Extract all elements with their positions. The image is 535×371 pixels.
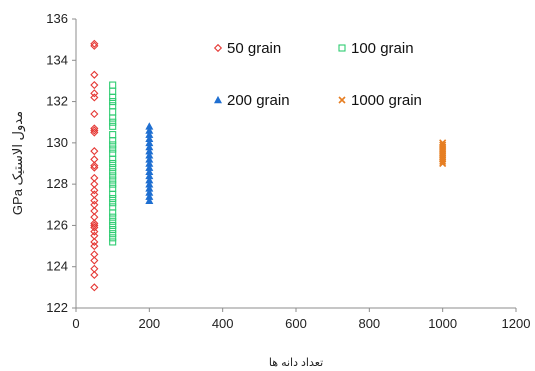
- data-point: [90, 219, 99, 228]
- data-point: [90, 227, 99, 236]
- y-tick-label: 128: [46, 176, 68, 191]
- data-point: [90, 41, 99, 50]
- data-point: [109, 145, 117, 153]
- data-point: [90, 93, 99, 102]
- x-tick-label: 200: [138, 316, 160, 331]
- y-tick-label: 136: [46, 11, 68, 26]
- data-point: [109, 141, 117, 149]
- data-point: [109, 155, 117, 163]
- data-point: [109, 209, 117, 217]
- data-point: [109, 230, 117, 238]
- data-point: [109, 226, 117, 234]
- x-tick-label: 600: [285, 316, 307, 331]
- series-square: [109, 81, 117, 246]
- data-point: [109, 213, 117, 221]
- data-point: [109, 217, 117, 225]
- data-point: [109, 118, 117, 126]
- y-tick-label: 126: [46, 217, 68, 232]
- legend-marker: [213, 43, 223, 53]
- data-point: [90, 223, 99, 232]
- legend-marker: [338, 96, 346, 104]
- x-tick-label: 800: [358, 316, 380, 331]
- data-point: [439, 159, 447, 168]
- data-point: [109, 234, 117, 242]
- data-point: [109, 203, 117, 211]
- data-point: [90, 128, 99, 137]
- x-axis-label: تعداد دانه ها: [269, 357, 323, 369]
- data-point: [90, 196, 99, 205]
- legend-marker: [213, 95, 223, 104]
- legend-label: 200 grain: [227, 92, 290, 109]
- y-tick-label: 122: [46, 300, 68, 315]
- data-point: [90, 109, 99, 119]
- data-point: [90, 124, 99, 133]
- y-tick-label: 132: [46, 94, 68, 109]
- y-tick-label: 130: [46, 135, 68, 150]
- x-tick-label: 1200: [502, 316, 531, 331]
- legend: 50 grain 100 grain 200 grain 1000 grain: [213, 40, 422, 109]
- data-point: [109, 172, 117, 180]
- data-point: [90, 161, 99, 170]
- series-x: [439, 139, 447, 168]
- data-point: [109, 199, 117, 207]
- data-point: [109, 184, 117, 192]
- y-tick-label: 124: [46, 259, 68, 274]
- data-point: [109, 114, 117, 122]
- data-point: [145, 196, 154, 204]
- legend-marker: [338, 44, 346, 52]
- x-tick-label: 1000: [428, 316, 457, 331]
- data-point: [90, 163, 99, 172]
- data-point: [109, 131, 117, 139]
- legend-label: 50 grain: [227, 40, 281, 57]
- data-point: [90, 39, 99, 48]
- data-point: [109, 164, 117, 172]
- data-point: [90, 283, 99, 292]
- data-point: [109, 108, 117, 116]
- data-point: [109, 180, 117, 188]
- y-axis-ticks: 122 124 126 128 130 132 134 136: [46, 11, 76, 315]
- data-point: [109, 168, 117, 176]
- data-point: [90, 126, 99, 135]
- legend-label: 100 grain: [351, 40, 414, 57]
- data-point: [90, 80, 99, 90]
- data-points: [90, 39, 447, 292]
- data-point: [109, 221, 117, 229]
- data-point: [90, 186, 99, 195]
- data-point: [109, 122, 117, 130]
- series-diamond: [90, 39, 99, 292]
- data-point: [109, 137, 117, 145]
- data-point: [90, 256, 99, 265]
- data-point: [109, 238, 117, 246]
- legend-label: 1000 grain: [351, 92, 422, 109]
- data-point: [109, 81, 117, 89]
- x-tick-label: 0: [72, 316, 79, 331]
- x-tick-label: 400: [212, 316, 234, 331]
- data-point: [109, 102, 117, 110]
- data-point: [109, 176, 117, 184]
- data-point: [90, 89, 99, 98]
- data-point: [90, 241, 99, 251]
- data-point: [109, 159, 117, 168]
- series-triangle: [145, 122, 154, 204]
- y-axis-label: مدول الاستیک GPa: [10, 111, 26, 215]
- data-point: [439, 157, 447, 166]
- data-point: [90, 147, 99, 156]
- data-point: [109, 195, 117, 203]
- data-point: [90, 237, 99, 247]
- data-point: [109, 190, 117, 199]
- data-point: [109, 98, 117, 106]
- data-point: [90, 270, 99, 280]
- y-tick-label: 134: [46, 52, 68, 67]
- data-point: [109, 87, 117, 95]
- data-point: [109, 149, 117, 157]
- data-point: [90, 70, 99, 79]
- data-point: [109, 93, 117, 101]
- x-axis-ticks: 0 200 400 600 800 1000 1200: [72, 308, 530, 331]
